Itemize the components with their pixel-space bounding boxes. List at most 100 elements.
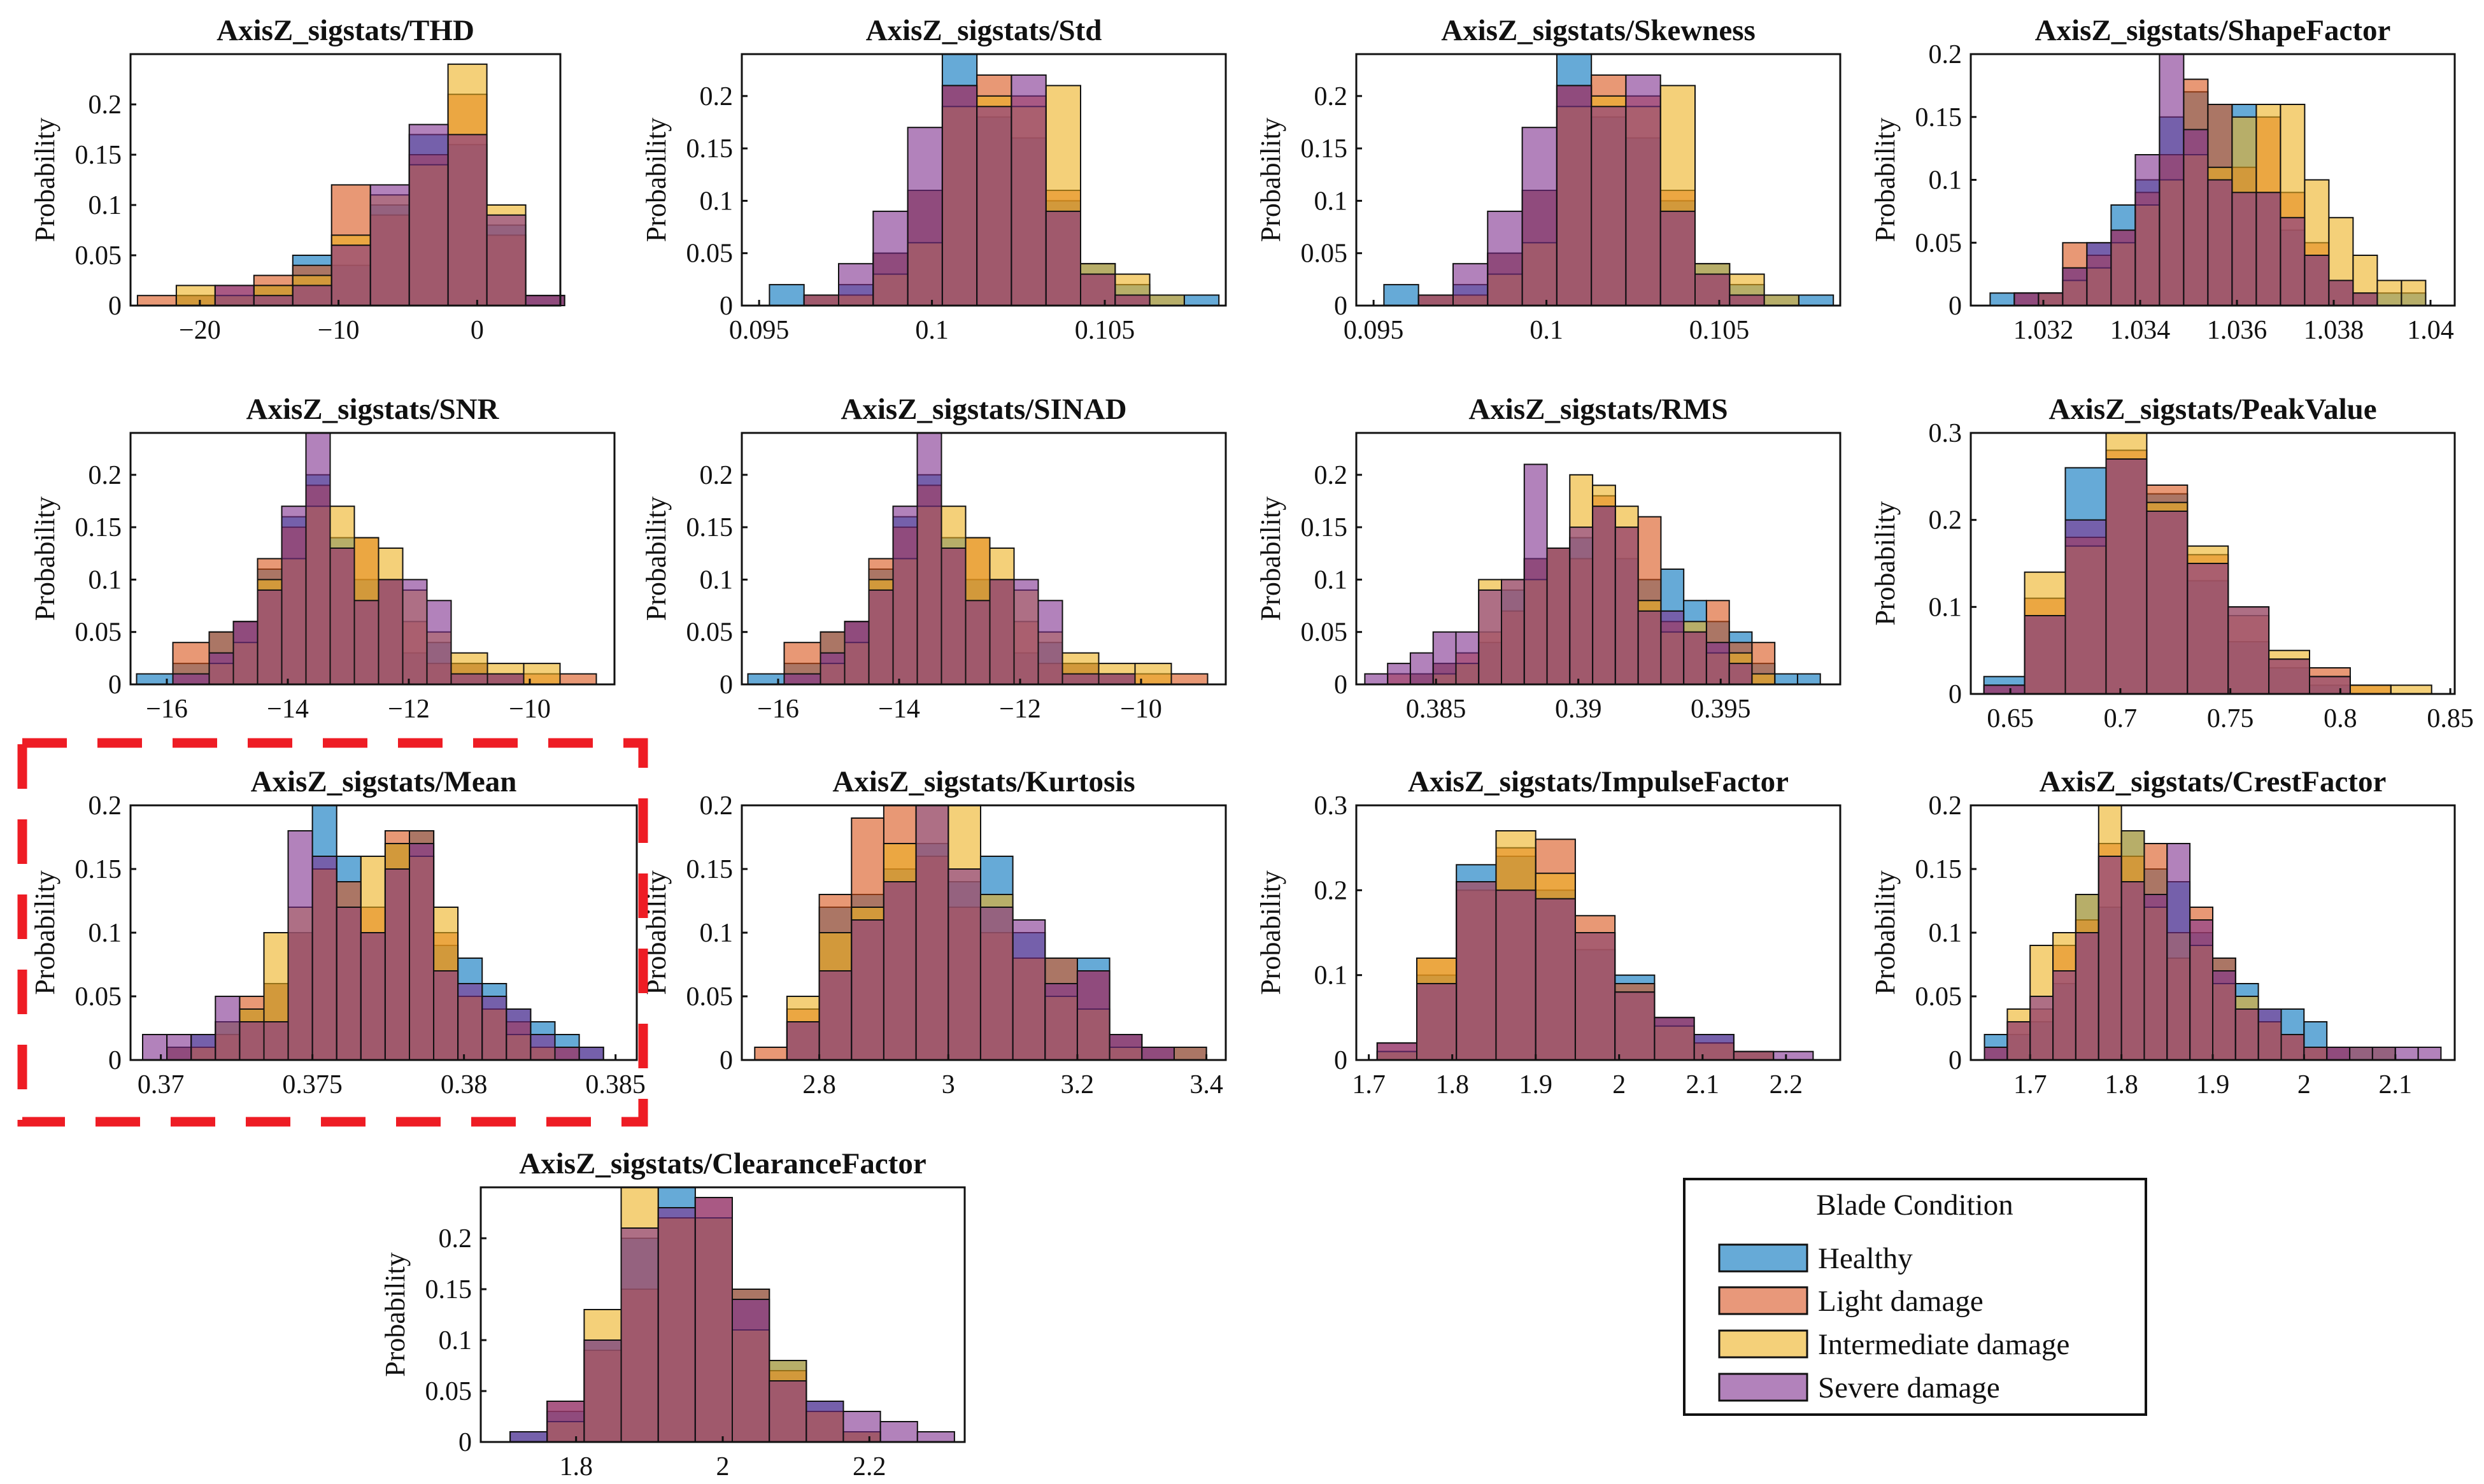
bar [447,134,488,306]
x-tick-label: 0.8 [2324,704,2357,733]
x-tick-label: 2 [716,1452,730,1481]
y-tick-label: 0.1 [89,565,122,595]
bar [1654,1017,1695,1061]
bar [172,673,210,685]
bar [907,127,943,306]
bar [2268,658,2311,695]
bar [892,505,918,685]
bar [2143,894,2168,1061]
chart-title: AxisZ_sigstats/Mean [251,765,517,798]
bar [754,1047,788,1061]
bar [1013,579,1039,686]
bar [409,843,435,1061]
bar [1693,1034,1735,1061]
legend-label-light-damage: Light damage [1818,1285,1984,1318]
y-tick-label: 0 [1334,1046,1347,1075]
bar [1080,273,1116,307]
axes-frame [1355,432,1842,686]
x-tick-label: 2.1 [2379,1070,2413,1099]
bar [281,505,307,685]
bar [1773,1050,1814,1061]
bar [2326,1047,2350,1061]
bar [803,294,839,306]
bar [868,589,894,686]
bar [1170,673,1209,685]
bar [2207,179,2233,306]
x-tick-label: −20 [179,316,221,345]
bar [820,652,846,685]
bar [2064,519,2107,695]
x-tick-label: 2.2 [853,1452,886,1481]
bar [1614,526,1639,685]
bar [916,1431,955,1443]
bar [838,263,874,307]
bar [253,295,294,307]
legend: Blade Condition Healthy Light damage Int… [1683,1178,2147,1416]
bar [1774,673,1798,685]
series-severe-damage [1364,463,1753,686]
series-severe-damage [803,74,1151,307]
bar [694,1197,734,1443]
bar [1149,294,1185,306]
bar [2401,279,2427,306]
bar [2075,932,2099,1061]
bar [1409,652,1434,685]
chart-title: AxisZ_sigstats/Std [866,14,1102,47]
x-tick-label: −12 [999,695,1041,724]
x-tick-label: 0.39 [1555,695,1602,724]
y-axis-label: Probability [641,497,672,621]
bar [879,1421,918,1443]
bar [2187,563,2229,695]
bar [1455,631,1480,686]
y-tick-label: 0.05 [75,618,122,647]
bar [369,184,410,306]
bar [263,1021,289,1061]
bar [506,1008,532,1061]
bar [1416,983,1458,1061]
histogram-shapefactor: 0 0.05 0.1 0.15 0.2 1.032 1.034 1.036 1.038 1.04 A… [1870,14,2456,345]
bar [1076,970,1111,1061]
bar [214,285,255,306]
x-tick-label: 1.7 [1352,1070,1386,1099]
x-tick-label: 0.375 [282,1070,343,1099]
y-tick-label: 0.15 [686,134,734,164]
bar [2038,292,2064,307]
bar [1173,1047,1207,1061]
bar [1387,663,1411,685]
bar [208,652,234,685]
bar [1501,579,1525,686]
bar [1614,991,1656,1061]
bar [2146,511,2189,695]
series-severe-damage [509,1197,955,1443]
y-axis-label: Probability [29,118,60,243]
x-tick-label: 1.9 [2196,1070,2230,1099]
x-tick-label: 0.7 [2104,704,2138,733]
bar [353,600,380,685]
axes-frame [1355,804,1842,1061]
x-tick-label: 0.37 [138,1070,185,1099]
x-tick-label: 1.038 [2304,316,2364,345]
bar [360,932,386,1061]
bar [1452,263,1489,307]
bar [292,285,332,306]
chart-title: AxisZ_sigstats/SNR [246,393,500,426]
bar [732,1299,770,1443]
series-severe-damage [172,432,525,686]
series-severe-damage [786,805,1175,1061]
bar [1109,1034,1143,1061]
bar [1432,631,1457,686]
y-tick-label: 0.1 [1314,187,1348,216]
chart-title: AxisZ_sigstats/Kurtosis [832,765,1135,798]
y-tick-label: 0.1 [1929,919,1962,948]
bar [2052,970,2076,1061]
bar [2417,1047,2442,1061]
x-tick-label: 3.4 [1189,1070,1223,1099]
y-tick-label: 0.1 [89,191,122,220]
bar [1114,294,1151,306]
y-tick-label: 0.15 [686,513,734,542]
x-tick-label: 0 [471,316,484,345]
bar [989,579,1015,686]
y-tick-label: 0 [458,1428,472,1457]
x-tick-label: 1.8 [559,1452,593,1481]
